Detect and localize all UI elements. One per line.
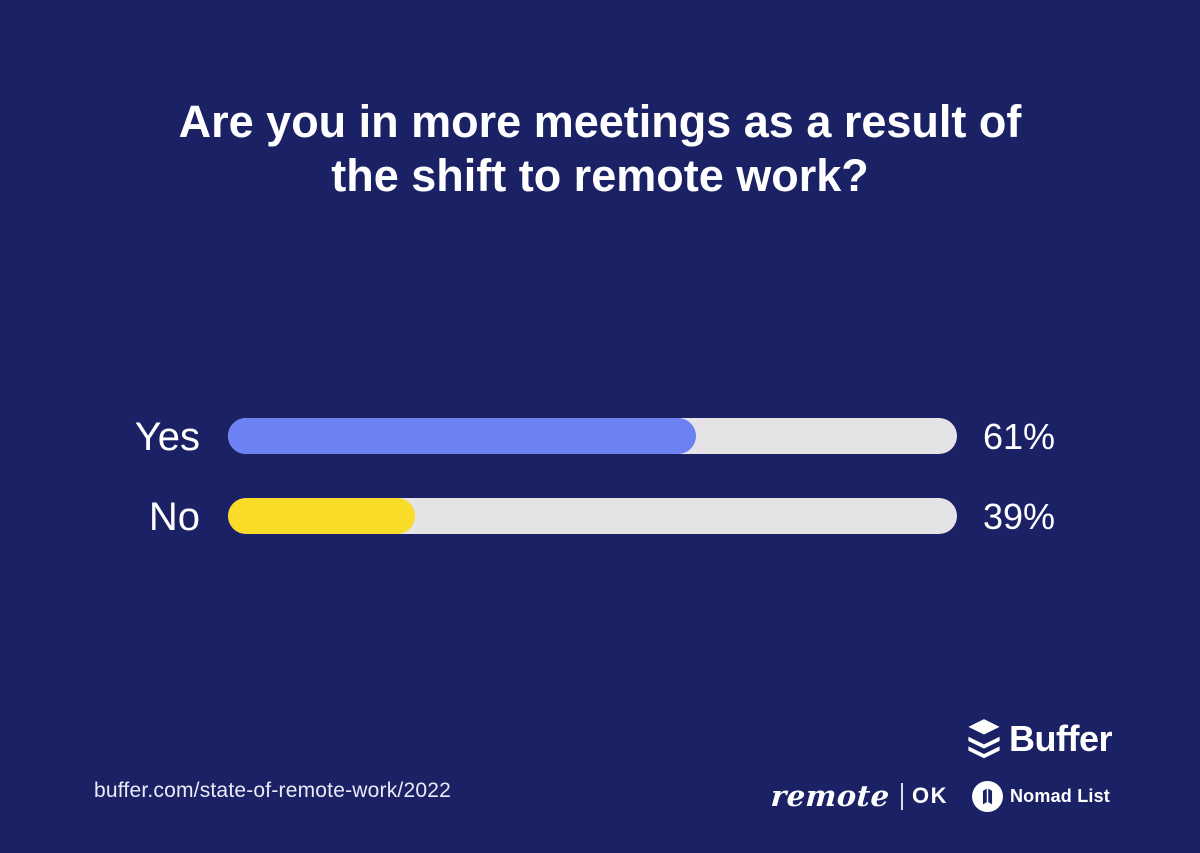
buffer-wordmark: Buffer [1009,718,1113,759]
bar-row: Yes 61% [0,415,1200,459]
bar-row: No 39% [0,495,1200,539]
value-label: 39% [983,496,1056,537]
nomadlist-map-icon [971,780,1003,812]
page-title-line-2: the shift to remote work? [331,150,869,201]
source-url: buffer.com/state-of-remote-work/2022 [94,779,451,802]
partner-logos: remote OK Nomad List [770,778,1110,814]
bar-fill [228,418,697,454]
buffer-logo: Buffer [967,716,1113,762]
remoteok-wordmark-remote: remote [770,779,892,813]
page-title: Are you in more meetings as a result of … [0,95,1200,203]
page-title-line-1: Are you in more meetings as a result of [178,96,1022,147]
value-label: 61% [983,416,1056,457]
category-label: Yes [134,415,200,459]
remoteok-wordmark-ok: OK [911,783,948,808]
bar-fill [228,498,416,534]
nomadlist-wordmark: Nomad List [1009,785,1110,806]
nomadlist-logo: Nomad List [971,780,1110,812]
bar-track [228,418,957,454]
buffer-stack-icon [967,719,1001,759]
bar-track [228,498,957,534]
category-label: No [148,495,200,539]
remoteok-divider [900,782,903,810]
